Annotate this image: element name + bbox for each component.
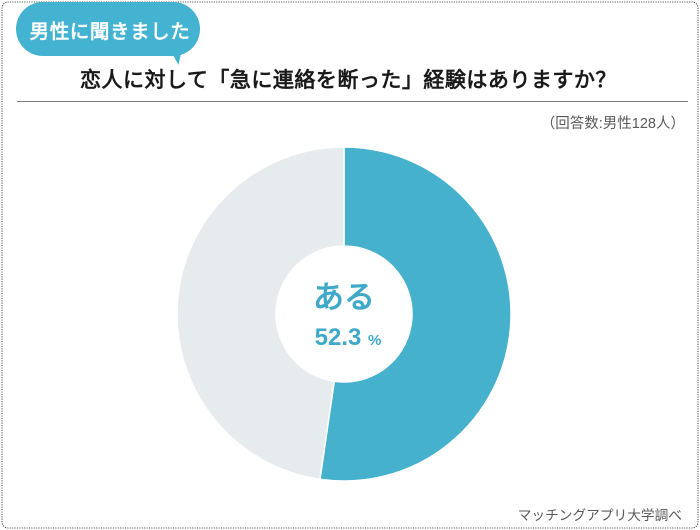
svg-text:ある: ある bbox=[313, 280, 375, 315]
svg-text:52.3 %: 52.3 % bbox=[315, 324, 382, 351]
